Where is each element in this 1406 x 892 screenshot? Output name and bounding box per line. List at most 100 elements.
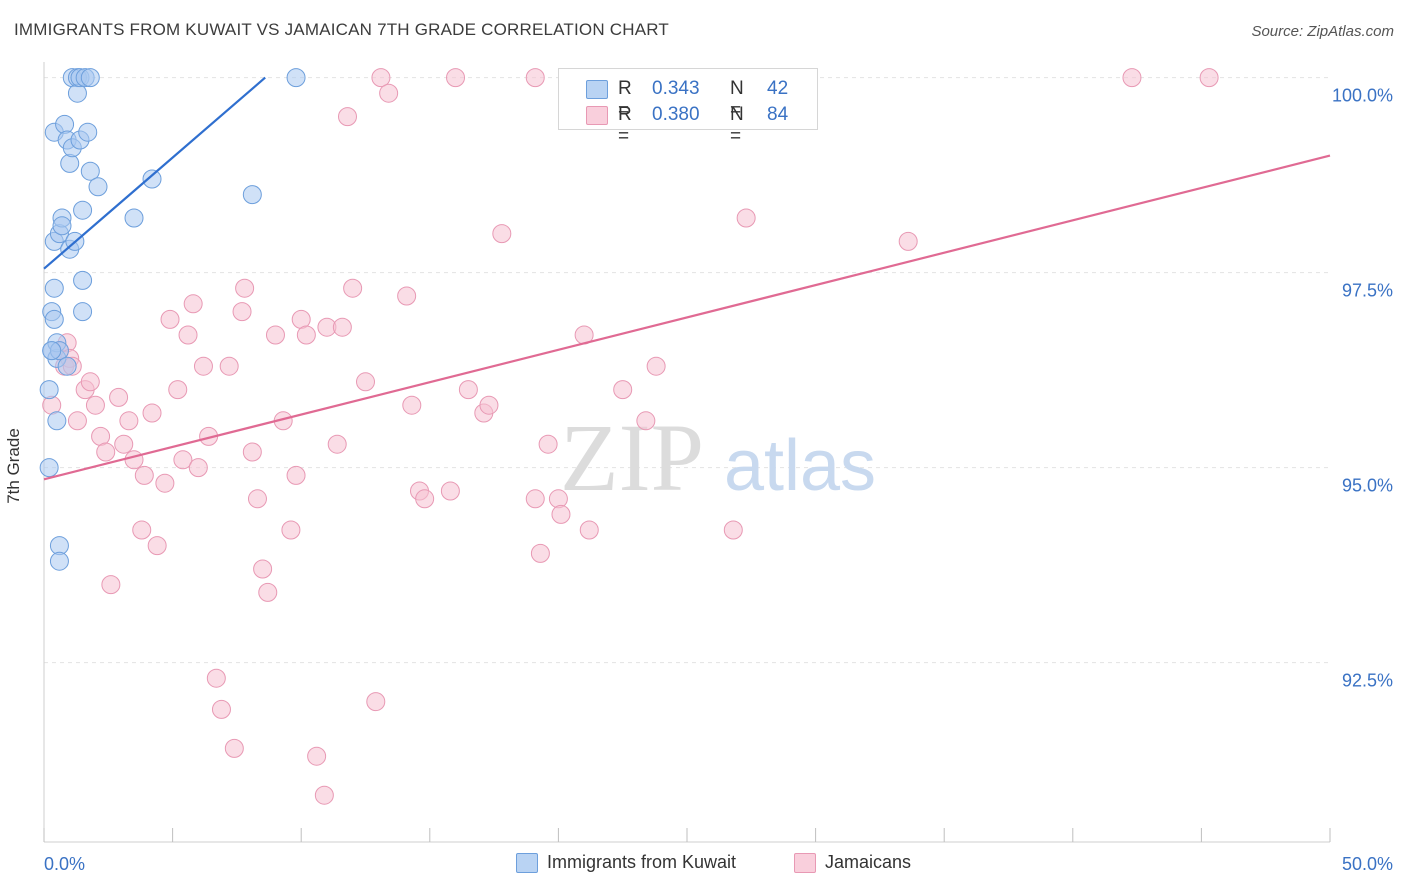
kuwait-point — [73, 302, 93, 322]
jamaicans-point — [253, 559, 273, 579]
jamaicans-point — [124, 450, 144, 470]
jamaicans-point — [168, 380, 188, 400]
legend-label: Jamaicans — [825, 852, 912, 872]
watermark-atlas: atlas — [724, 426, 876, 506]
jamaicans-point — [371, 68, 391, 88]
jamaicans-point — [646, 356, 666, 376]
jamaicans-point — [458, 380, 478, 400]
jamaicans-point — [415, 489, 435, 509]
axes — [43, 62, 1331, 843]
kuwait-trend-line — [43, 76, 266, 270]
tick-labels: 100.0% 97.5% 95.0% 92.5% 0.0% 50.0% — [44, 86, 1393, 874]
kuwait-swatch — [586, 80, 608, 99]
jamaicans-point — [147, 536, 167, 556]
jamaicans-point — [96, 442, 116, 462]
jamaicans-point — [538, 434, 558, 454]
jamaicans-swatch — [794, 853, 816, 873]
trend-lines — [43, 76, 1331, 481]
legend-r-value: 0.380 — [652, 104, 700, 125]
jamaicans-point — [613, 380, 633, 400]
jamaicans-point — [101, 575, 121, 595]
kuwait-point — [124, 208, 144, 228]
jamaicans-point — [379, 83, 399, 103]
jamaicans-point — [337, 107, 357, 127]
jamaicans-point — [492, 224, 512, 244]
kuwait-point — [80, 68, 100, 88]
jamaicans-point — [224, 738, 244, 758]
y-tick-label: 95.0% — [1342, 476, 1393, 496]
kuwait-point — [60, 153, 80, 173]
jamaicans-point — [525, 68, 545, 88]
jamaicans-point — [723, 520, 743, 540]
jamaicans-point — [548, 489, 568, 509]
kuwait-point — [78, 122, 98, 142]
kuwait-point — [80, 161, 100, 181]
jamaicans-point — [219, 356, 239, 376]
jamaicans-point — [242, 442, 262, 462]
jamaicans-point — [440, 481, 460, 501]
kuwait-point — [42, 341, 62, 361]
jamaicans-point — [119, 411, 139, 431]
y-tick-label: 97.5% — [1342, 281, 1393, 301]
y-tick-label: 100.0% — [1332, 86, 1393, 106]
jamaicans-point — [232, 302, 252, 322]
jamaicans-point — [479, 395, 499, 415]
jamaicans-point — [134, 465, 154, 485]
jamaicans-point — [265, 325, 285, 345]
jamaicans-point — [85, 395, 105, 415]
jamaicans-point — [343, 278, 363, 298]
legend-r-value: 0.343 — [652, 78, 700, 99]
jamaicans-point — [132, 520, 152, 540]
legend-n-label: N = — [730, 78, 744, 121]
kuwait-point — [242, 185, 262, 205]
jamaicans-point — [193, 356, 213, 376]
jamaicans-point — [579, 520, 599, 540]
legend-r-label: R = — [618, 78, 632, 121]
y-tick-label: 92.5% — [1342, 671, 1393, 691]
jamaicans-point — [258, 582, 278, 602]
jamaicans-point — [332, 317, 352, 337]
legend-label: Immigrants from Kuwait — [547, 852, 737, 872]
kuwait-point — [47, 411, 67, 431]
jamaicans-swatch — [586, 106, 608, 125]
kuwait-point — [73, 270, 93, 290]
jamaicans-point — [188, 458, 208, 478]
watermark-zip: ZIP — [560, 404, 704, 511]
jamaicans-point — [1199, 68, 1219, 88]
jamaicans-point — [551, 504, 571, 524]
kuwait-point — [39, 458, 59, 478]
jamaicans-point — [314, 785, 334, 805]
jamaicans-point — [155, 473, 175, 493]
kuwait-point — [44, 278, 64, 298]
jamaicans-point — [736, 208, 756, 228]
kuwait-point — [57, 356, 77, 376]
source-label: Source: ZipAtlas.com — [1251, 23, 1394, 40]
jamaicans-point — [114, 434, 134, 454]
jamaicans-point — [327, 434, 347, 454]
chart-title: IMMIGRANTS FROM KUWAIT VS JAMAICAN 7TH G… — [14, 20, 669, 39]
jamaicans-point — [397, 286, 417, 306]
kuwait-point — [142, 169, 162, 189]
jamaicans-point — [211, 699, 231, 719]
jamaicans-point — [80, 372, 100, 392]
kuwait-point — [49, 551, 69, 571]
jamaicans-point — [67, 411, 87, 431]
jamaicans-point — [356, 372, 375, 392]
jamaicans-point — [286, 465, 306, 485]
jamaicans-trend-line — [43, 154, 1331, 481]
kuwait-point — [73, 200, 93, 220]
legend-r-label: R = — [618, 104, 632, 147]
kuwait-point — [88, 177, 108, 197]
jamaicans-points — [42, 68, 1219, 805]
x-tick-label: 0.0% — [44, 854, 85, 874]
jamaicans-point — [206, 668, 226, 688]
jamaicans-point — [281, 520, 301, 540]
jamaicans-point — [636, 411, 656, 431]
jamaicans-point — [178, 325, 198, 345]
jamaicans-point — [402, 395, 422, 415]
jamaicans-point — [296, 325, 316, 345]
kuwait-swatch — [516, 853, 538, 873]
jamaicans-point — [183, 294, 203, 314]
kuwait-point — [52, 216, 72, 236]
